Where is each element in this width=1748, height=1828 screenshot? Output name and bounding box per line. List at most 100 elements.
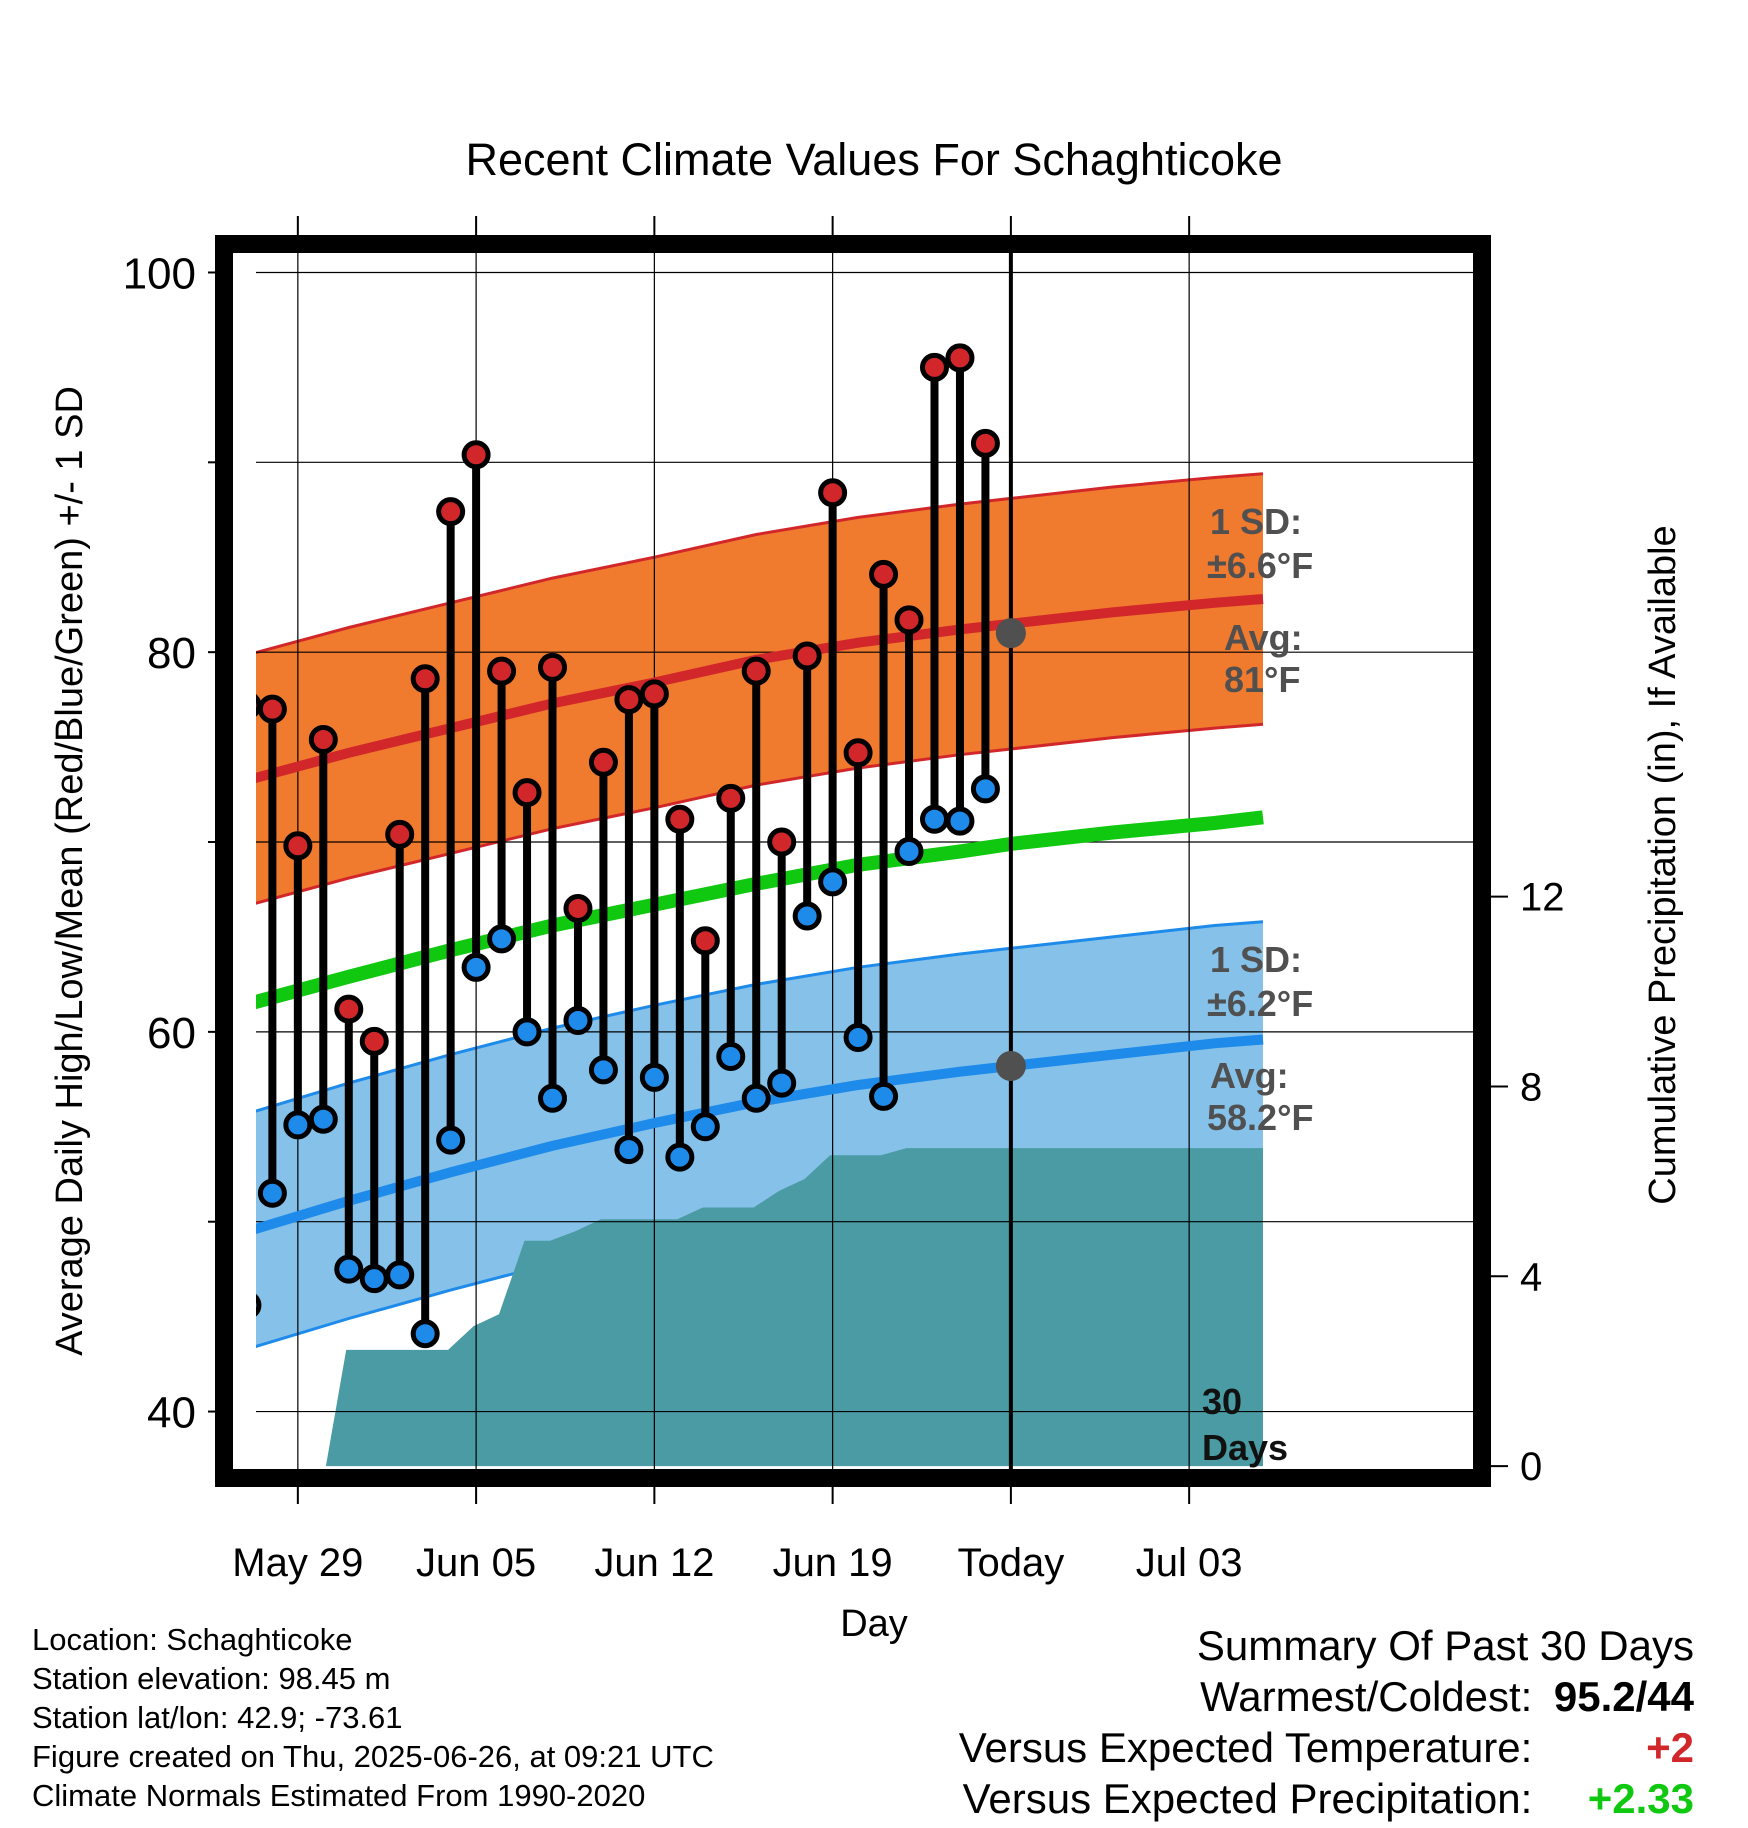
daily-high-point bbox=[818, 478, 848, 508]
x-tick-label: Jul 03 bbox=[1136, 1541, 1243, 1585]
daily-high-point bbox=[436, 497, 466, 527]
x-tick-label: Jun 05 bbox=[416, 1541, 536, 1585]
elevation-text: Station elevation: 98.45 m bbox=[32, 1661, 391, 1696]
y2-tick-label: 12 bbox=[1520, 876, 1565, 920]
precip-vs-expected-label: Versus Expected Precipitation: bbox=[962, 1775, 1533, 1822]
latlon-text: Station lat/lon: 42.9; -73.61 bbox=[32, 1700, 403, 1735]
daily-low-point bbox=[614, 1135, 644, 1165]
x-tick-label: Jun 12 bbox=[594, 1541, 714, 1585]
y-tick-label: 60 bbox=[147, 1009, 196, 1058]
location-text: Location: Schaghticoke bbox=[32, 1622, 353, 1657]
daily-low-point bbox=[410, 1319, 440, 1349]
daily-low-point bbox=[945, 806, 975, 836]
daily-high-point bbox=[334, 994, 364, 1024]
daily-high-point bbox=[869, 559, 899, 589]
y-tick-label: 40 bbox=[147, 1389, 196, 1438]
daily-low-point bbox=[767, 1068, 797, 1098]
high-sd-band bbox=[256, 473, 1263, 904]
daily-low-point bbox=[334, 1254, 364, 1284]
today-low-avg-marker bbox=[995, 1051, 1026, 1082]
daily-high-point bbox=[487, 656, 517, 686]
daily-high-point bbox=[614, 685, 644, 715]
daily-low-point bbox=[869, 1081, 899, 1111]
daily-low-point bbox=[818, 867, 848, 897]
daily-low-point bbox=[487, 924, 517, 954]
daily-high-point bbox=[256, 694, 262, 717]
precip-vs-expected-value: +2.33 bbox=[1587, 1775, 1694, 1822]
daily-low-point bbox=[257, 1178, 287, 1208]
high-band-upper-edge bbox=[256, 472, 1264, 655]
daily-high-point bbox=[970, 428, 1000, 458]
daily-high-point bbox=[283, 831, 313, 861]
y-tick-label: 100 bbox=[123, 249, 196, 298]
low-sd-label: 1 SD: bbox=[1210, 939, 1302, 980]
daily-high-point bbox=[690, 926, 720, 956]
low-avg-annotation: Avg: 58.2°F bbox=[1207, 1055, 1313, 1138]
daily-high-point bbox=[665, 804, 695, 834]
daily-high-point bbox=[257, 694, 287, 724]
days-annotation: 30 Days bbox=[1202, 1381, 1288, 1468]
high-avg-value: 81°F bbox=[1224, 659, 1300, 700]
created-text: Figure created on Thu, 2025-06-26, at 09… bbox=[32, 1739, 714, 1774]
daily-high-point bbox=[639, 679, 669, 709]
y-axis-label: Average Daily High/Low/Mean (Red/Blue/Gr… bbox=[49, 386, 91, 1356]
days-word: Days bbox=[1202, 1427, 1288, 1468]
high-avg-annotation: Avg: 81°F bbox=[1224, 617, 1303, 700]
warmest-coldest-row: Warmest/Coldest: 95.2/44 bbox=[794, 1671, 1694, 1722]
y2-tick-label: 4 bbox=[1520, 1255, 1542, 1299]
chart-title: Recent Climate Values For Schaghticoke bbox=[465, 134, 1282, 185]
warmest-coldest-label: Warmest/Coldest: bbox=[1200, 1673, 1533, 1720]
high-avg-label: Avg: bbox=[1224, 617, 1303, 658]
daily-high-point bbox=[410, 664, 440, 694]
daily-high-point bbox=[945, 343, 975, 373]
daily-low-point bbox=[256, 1293, 262, 1317]
station-info: Location: Schaghticoke Station elevation… bbox=[32, 1620, 714, 1815]
daily-low-point bbox=[283, 1110, 313, 1140]
daily-high-point bbox=[767, 827, 797, 857]
daily-low-point bbox=[461, 952, 491, 982]
low-sd-annotation: 1 SD: ±6.2°F bbox=[1207, 939, 1313, 1024]
y2-tick-label: 8 bbox=[1520, 1065, 1542, 1109]
low-avg-value: 58.2°F bbox=[1207, 1097, 1313, 1138]
daily-low-point bbox=[919, 804, 949, 834]
daily-high-point bbox=[385, 819, 415, 849]
daily-low-point bbox=[563, 1005, 593, 1035]
plot-interior bbox=[256, 244, 1482, 1478]
daily-high-point bbox=[563, 893, 593, 923]
plot-area: 40 60 80 100 0 4 8 12 May 29 Jun 05 Jun 12 Jun 19 To… bbox=[123, 216, 1565, 1585]
x-tick-label: May 29 bbox=[232, 1541, 363, 1585]
daily-low-point bbox=[843, 1023, 873, 1053]
normals-text: Climate Normals Estimated From 1990-2020 bbox=[32, 1778, 646, 1813]
daily-low-point bbox=[639, 1062, 669, 1092]
x-axis-label: Day bbox=[840, 1603, 908, 1645]
daily-low-point bbox=[588, 1055, 618, 1085]
summary-heading: Summary Of Past 30 Days bbox=[1196, 1622, 1694, 1669]
daily-high-point bbox=[741, 656, 771, 686]
daily-high-point bbox=[894, 605, 924, 635]
daily-high-point bbox=[588, 747, 618, 777]
daily-low-point bbox=[690, 1112, 720, 1142]
daily-high-point bbox=[716, 783, 746, 813]
high-sd-value: ±6.6°F bbox=[1207, 545, 1313, 586]
today-high-avg-marker bbox=[995, 618, 1026, 649]
daily-low-point bbox=[665, 1142, 695, 1172]
temp-vs-expected-value: +2 bbox=[1646, 1724, 1694, 1771]
daily-low-point bbox=[741, 1083, 771, 1113]
daily-low-point bbox=[385, 1260, 415, 1290]
normal-low-line bbox=[256, 1034, 1264, 1235]
daily-low-point bbox=[359, 1264, 389, 1294]
high-sd-label: 1 SD: bbox=[1210, 501, 1302, 542]
x-tick-label: Jun 19 bbox=[773, 1541, 893, 1585]
daily-low-point bbox=[894, 837, 924, 867]
summary-panel: Summary Of Past 30 Days Warmest/Coldest:… bbox=[794, 1620, 1694, 1824]
low-band-upper-edge bbox=[256, 920, 1264, 1113]
y-tick-label: 80 bbox=[147, 629, 196, 678]
daily-low-point bbox=[970, 774, 1000, 804]
daily-high-point bbox=[512, 778, 542, 808]
daily-low-point bbox=[512, 1017, 542, 1047]
precip-vs-expected-row: Versus Expected Precipitation: +2.33 bbox=[794, 1773, 1694, 1824]
plot-frame bbox=[215, 235, 1491, 1487]
high-sd-annotation: 1 SD: ±6.6°F bbox=[1207, 501, 1313, 586]
daily-low-point bbox=[308, 1104, 338, 1134]
